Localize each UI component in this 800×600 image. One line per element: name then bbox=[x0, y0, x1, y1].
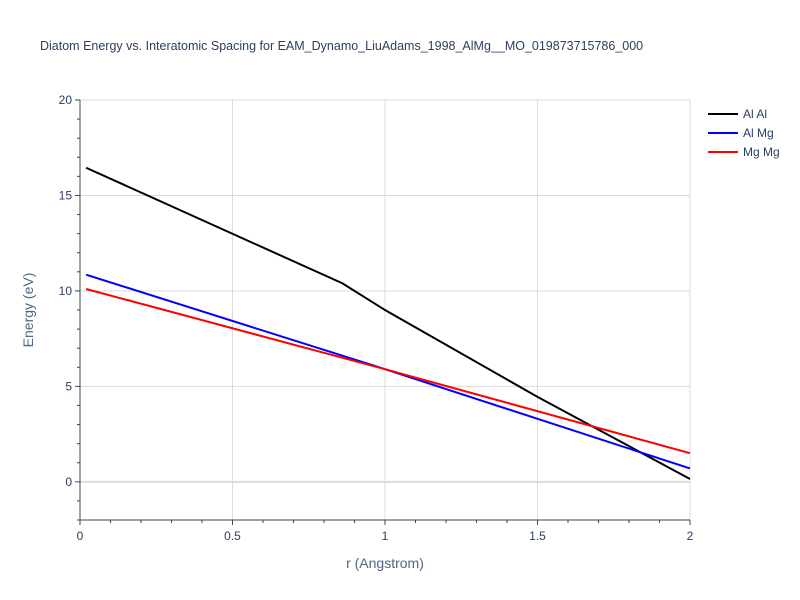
chart-title: Diatom Energy vs. Interatomic Spacing fo… bbox=[40, 39, 643, 53]
x-tick-label: 1.5 bbox=[529, 529, 546, 543]
series-line-mg-mg bbox=[85, 288, 691, 455]
gridlines bbox=[80, 99, 691, 520]
legend[interactable]: Al Al Al Mg Mg Mg bbox=[708, 107, 780, 159]
x-tick-label: 1 bbox=[382, 529, 389, 543]
y-tick-label: 5 bbox=[65, 379, 72, 393]
y-tick-label: 0 bbox=[65, 475, 72, 489]
legend-item-al-mg[interactable]: Al Mg bbox=[708, 126, 774, 140]
x-tick-label: 0.5 bbox=[224, 529, 241, 543]
legend-label: Mg Mg bbox=[743, 145, 780, 159]
legend-item-mg-mg[interactable]: Mg Mg bbox=[708, 145, 780, 159]
series-line-al-al bbox=[85, 166, 691, 480]
series-line-al-mg bbox=[85, 273, 691, 470]
y-tick-label: 10 bbox=[59, 284, 73, 298]
x-tick-label: 0 bbox=[77, 529, 84, 543]
x-tick-label: 2 bbox=[687, 529, 694, 543]
x-axis-label: r (Angstrom) bbox=[346, 555, 424, 571]
legend-label: Al Al bbox=[743, 107, 767, 121]
legend-item-al-al[interactable]: Al Al bbox=[708, 107, 767, 121]
axes bbox=[75, 99, 691, 525]
y-tick-label: 20 bbox=[59, 93, 73, 107]
series-lines bbox=[85, 166, 691, 480]
y-axis-label: Energy (eV) bbox=[20, 273, 36, 348]
legend-label: Al Mg bbox=[743, 126, 774, 140]
y-tick-label: 15 bbox=[59, 188, 73, 202]
